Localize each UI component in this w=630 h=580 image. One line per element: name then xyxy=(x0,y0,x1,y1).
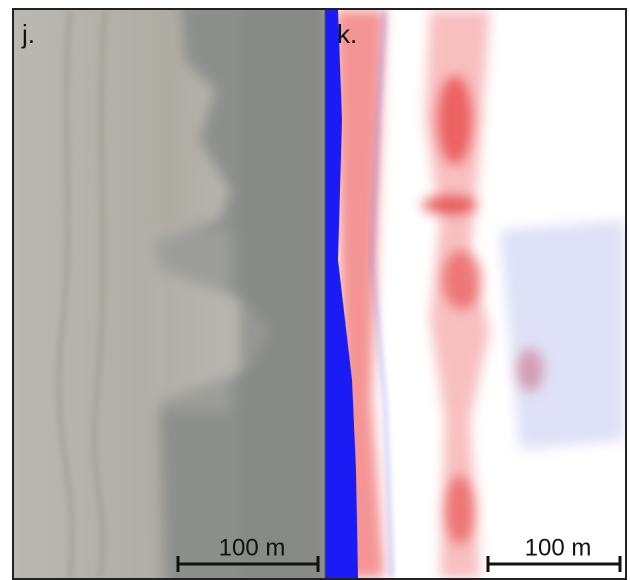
page: {"panels": [ {"label": "j.", "scale_labe… xyxy=(0,0,630,580)
panel-label: k. xyxy=(337,19,357,49)
difference-panel xyxy=(325,10,625,578)
photo-panel xyxy=(14,0,330,580)
scale-label: 100 m xyxy=(525,534,592,561)
panel-label: j. xyxy=(21,19,35,49)
scale-label: 100 m xyxy=(219,534,286,561)
figure: j. k. 100 m 100 m xyxy=(0,0,630,580)
